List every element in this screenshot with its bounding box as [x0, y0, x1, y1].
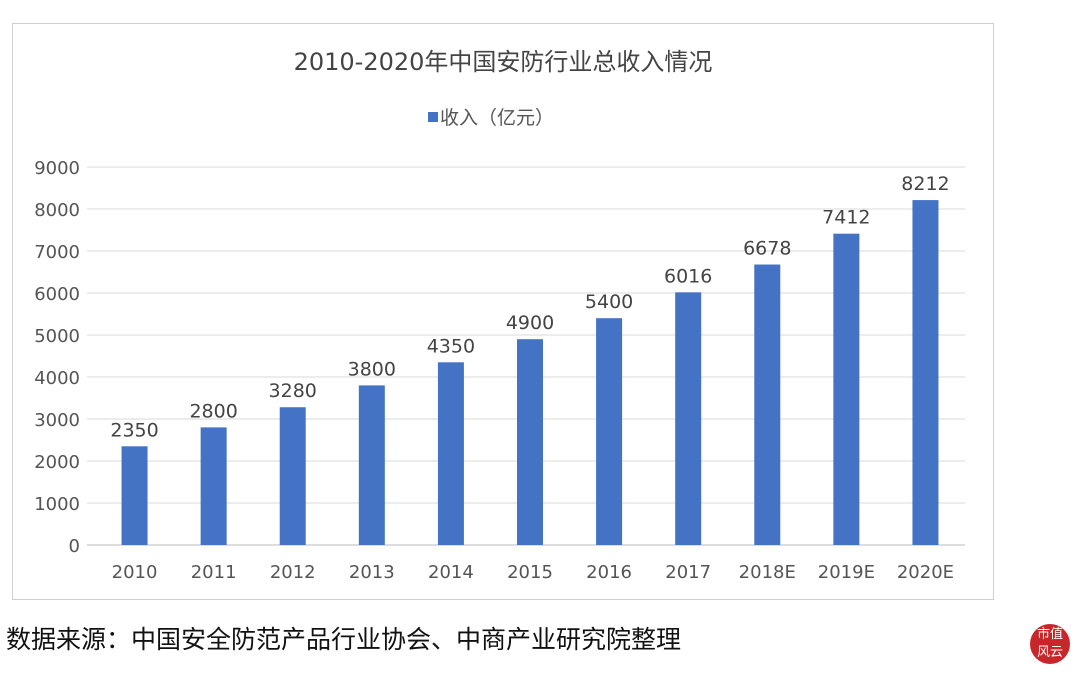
- y-tick-label: 8000: [34, 200, 80, 221]
- logo: 市值 风云: [1030, 624, 1070, 664]
- bar: [437, 362, 464, 545]
- bar: [754, 264, 781, 545]
- chart-title: 2010-2020年中国安防行业总收入情况: [294, 48, 713, 76]
- data-label: 2800: [189, 400, 237, 422]
- bar: [596, 318, 623, 545]
- data-label: 5400: [585, 291, 633, 313]
- y-tick-label: 2000: [34, 452, 80, 473]
- x-tick-label: 2018E: [739, 562, 796, 583]
- source-note: 数据来源：中国安全防范产品行业协会、中商产业研究院整理: [6, 625, 682, 654]
- y-tick-label: 4000: [34, 368, 80, 389]
- bar: [517, 339, 543, 545]
- data-label: 6678: [743, 238, 791, 260]
- y-tick-label: 3000: [34, 410, 80, 431]
- bar: [912, 200, 939, 545]
- data-label: 4350: [427, 335, 475, 357]
- x-tick-label: 2010: [112, 562, 158, 583]
- x-tick-label: 2017: [665, 562, 711, 583]
- bar: [279, 407, 306, 545]
- chart-frame: [12, 23, 994, 600]
- y-tick-label: 0: [69, 536, 80, 557]
- data-label: 6016: [664, 265, 712, 287]
- legend-label: 收入（亿元）: [440, 107, 554, 129]
- y-tick-label: 6000: [34, 284, 80, 305]
- y-tick-label: 5000: [34, 326, 80, 347]
- data-label: 7412: [822, 207, 870, 229]
- y-tick-label: 9000: [34, 158, 80, 179]
- data-label: 4900: [506, 312, 554, 334]
- bar: [675, 292, 702, 545]
- x-tick-label: 2015: [507, 562, 553, 583]
- x-tick-label: 2014: [428, 562, 474, 583]
- data-label: 8212: [901, 173, 949, 195]
- bar: [121, 446, 148, 545]
- x-tick-label: 2011: [191, 562, 237, 583]
- x-tick-label: 2019E: [818, 562, 875, 583]
- x-tick-label: 2020E: [897, 562, 954, 583]
- data-label: 3280: [269, 380, 317, 402]
- x-tick-label: 2016: [586, 562, 632, 583]
- data-label: 2350: [110, 419, 158, 441]
- x-tick-label: 2012: [270, 562, 316, 583]
- bar: [833, 233, 860, 546]
- y-tick-label: 1000: [34, 494, 80, 515]
- y-tick-label: 7000: [34, 242, 80, 263]
- legend-swatch: [428, 112, 438, 122]
- bar: [200, 427, 227, 545]
- x-tick-label: 2013: [349, 562, 395, 583]
- bar: [358, 385, 385, 545]
- data-label: 3800: [348, 358, 396, 380]
